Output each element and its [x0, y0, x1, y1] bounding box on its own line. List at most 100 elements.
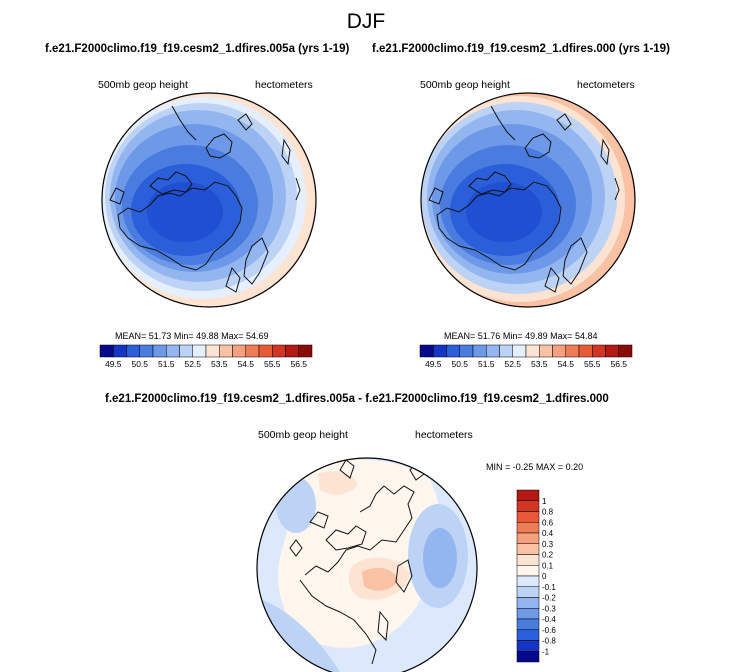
panel3-colorbar: 1 0.80.6 0.4 0.3 0.20.1 0 -0.1 -0.2-0.3 -0.4 -0.6…	[516, 489, 556, 663]
panel3-colorbar-tick-label: 0	[542, 572, 547, 581]
panel3-colorbar-box	[516, 554, 540, 566]
panel2-colorbar-box	[525, 344, 540, 358]
panel3-stats: MIN = -0.25 MAX = 0.20	[486, 462, 583, 472]
panel1-colorbar-box	[179, 344, 193, 358]
panel3-colorbar-tick-label: 0.6	[542, 518, 554, 527]
panel2-colorbar-box	[486, 344, 500, 358]
panel2-min-value: 49.89	[525, 331, 548, 341]
panel2-mean-value: 51.76	[477, 331, 501, 341]
panel2-colorbar: 49.5 50.5 51.5 52.5 53.5 54.5 55.5 56.5	[419, 344, 633, 369]
panel1-colorbar-tick-label: 50.5	[131, 359, 148, 369]
panel1-colorbar-box	[245, 344, 260, 358]
panel2-colorbar-box	[446, 344, 460, 358]
panel3-colorbar-box	[516, 586, 540, 598]
panel2-colorbar-box	[592, 344, 606, 358]
panel3-colorbar-tick-label: -0.3	[542, 604, 556, 613]
panel1-colorbar-tick-label: 55.5	[264, 359, 281, 369]
panel1-min-label: Min=	[173, 331, 194, 341]
panel2-right-label: hectometers	[577, 79, 635, 91]
panel3-colorbar-tick-label: -0.8	[542, 637, 556, 646]
panel3-colorbar-tick-label: -0.6	[542, 626, 556, 635]
panel2-colorbar-tick-label: 50.5	[451, 359, 468, 369]
panel2-colorbar-box	[605, 344, 619, 358]
panel1-left-label: 500mb geop height	[98, 79, 188, 91]
panel3-contour-band	[318, 471, 358, 495]
panel2-colorbar-box	[459, 344, 474, 358]
panel3-min-label: MIN =	[486, 462, 511, 472]
panel1-map-border	[101, 92, 317, 308]
panel3-title: f.e21.F2000climo.f19_f19.cesm2_1.dfires.…	[105, 393, 609, 405]
panel3-colorbar-tick-label: -0.1	[542, 583, 556, 592]
panel1-colorbar-tick-label: 54.5	[237, 359, 254, 369]
panel2-colorbar-box	[552, 344, 566, 358]
panel1-coastlines	[109, 105, 301, 293]
panel3-colorbar-box	[516, 597, 540, 609]
panel3-colorbar-box	[516, 618, 540, 630]
panel3-colorbar-box	[516, 640, 540, 652]
panel1-colorbar-box	[126, 344, 140, 358]
panel3-colorbar-tick-label: -0.4	[542, 615, 556, 624]
panel3-colorbar-box	[516, 489, 540, 501]
panel1-colorbar-box	[272, 344, 286, 358]
panel3-colorbar-tick-label: 0.4	[542, 529, 554, 538]
panel3-max-value: 0.20	[565, 462, 584, 472]
panel3-left-label: 500mb geop height	[258, 429, 348, 441]
panel2-map-border	[420, 92, 636, 308]
panel2-colorbar-box	[433, 344, 447, 358]
panel2-colorbar-tick-label: 55.5	[584, 359, 601, 369]
panel1-mean-value: 51.73	[148, 331, 172, 341]
panel1-colorbar-box	[219, 344, 233, 358]
panel2-colorbar-tick-label: 56.5	[610, 359, 627, 369]
panel1-colorbar-box	[205, 344, 220, 358]
panel3-colorbar-box	[516, 565, 540, 577]
panel3-max-label: MAX =	[535, 462, 564, 472]
panel1-map	[102, 93, 316, 307]
panel1-colorbar-tick-label: 56.5	[290, 359, 307, 369]
panel3-right-label: hectometers	[415, 429, 473, 441]
panel1-max-label: Max=	[221, 331, 244, 341]
panel3-map-border	[256, 457, 478, 672]
panel2-colorbar-box	[472, 344, 487, 358]
panel2-colorbar-tick-label: 51.5	[478, 359, 495, 369]
panel1-colorbar-box	[139, 344, 154, 358]
panel2-stats: MEAN= 51.76 Min= 49.89 Max= 54.84	[444, 331, 597, 341]
panel2-contour-band	[466, 182, 542, 242]
panel1-contour-band	[147, 182, 223, 242]
panel2-left-label: 500mb geop height	[420, 79, 510, 91]
panel3-colorbar-box	[516, 575, 540, 587]
panel3-colorbar-tick-label: -1	[542, 647, 550, 656]
panel3-map	[257, 458, 477, 672]
panel3-colorbar-tick-label: 1	[542, 497, 547, 506]
panel2-colorbar-box	[539, 344, 553, 358]
panel2-colorbar-tick-label: 54.5	[557, 359, 574, 369]
panel1-colorbar-box	[285, 344, 299, 358]
panel1-colorbar-box	[258, 344, 273, 358]
panel3-colorbar-tick-label: -0.2	[542, 594, 556, 603]
panel3-colorbar-tick-label: 0.8	[542, 508, 554, 517]
panel3-contour-band	[423, 528, 457, 588]
panel1-colorbar-tick-label: 52.5	[184, 359, 201, 369]
panel1-colorbar-box	[298, 344, 313, 358]
panel1-min-value: 49.88	[196, 331, 219, 341]
figure-title: DJF	[346, 10, 386, 33]
panel1-colorbar-box	[166, 344, 180, 358]
panel3-colorbar-tick-label: 0.1	[542, 561, 554, 570]
panel3-colorbar-box	[516, 532, 540, 544]
panel2-colorbar-box	[565, 344, 580, 358]
panel1-colorbar: 49.5 50.5 51.5 52.5 53.5 54.5 55.5 56.5	[99, 344, 313, 369]
panel2-colorbar-tick-label: 49.5	[425, 359, 442, 369]
panel1-mean-label: MEAN=	[115, 331, 147, 341]
panel2-mean-label: MEAN=	[444, 331, 476, 341]
panel3-colorbar-tick-label: 0.3	[542, 540, 554, 549]
panel1-colorbar-box	[152, 344, 167, 358]
panel3-colorbar-box	[516, 511, 540, 523]
panel2-colorbar-box	[578, 344, 593, 358]
panel3-min-value: -0.25	[512, 462, 534, 472]
panel1-colorbar-box	[192, 344, 207, 358]
panel1-right-label: hectometers	[255, 79, 313, 91]
panel2-coastlines	[428, 105, 620, 293]
panel2-min-label: Min=	[502, 331, 523, 341]
panel3-colorbar-box	[516, 500, 540, 512]
panel1-colorbar-box	[232, 344, 246, 358]
